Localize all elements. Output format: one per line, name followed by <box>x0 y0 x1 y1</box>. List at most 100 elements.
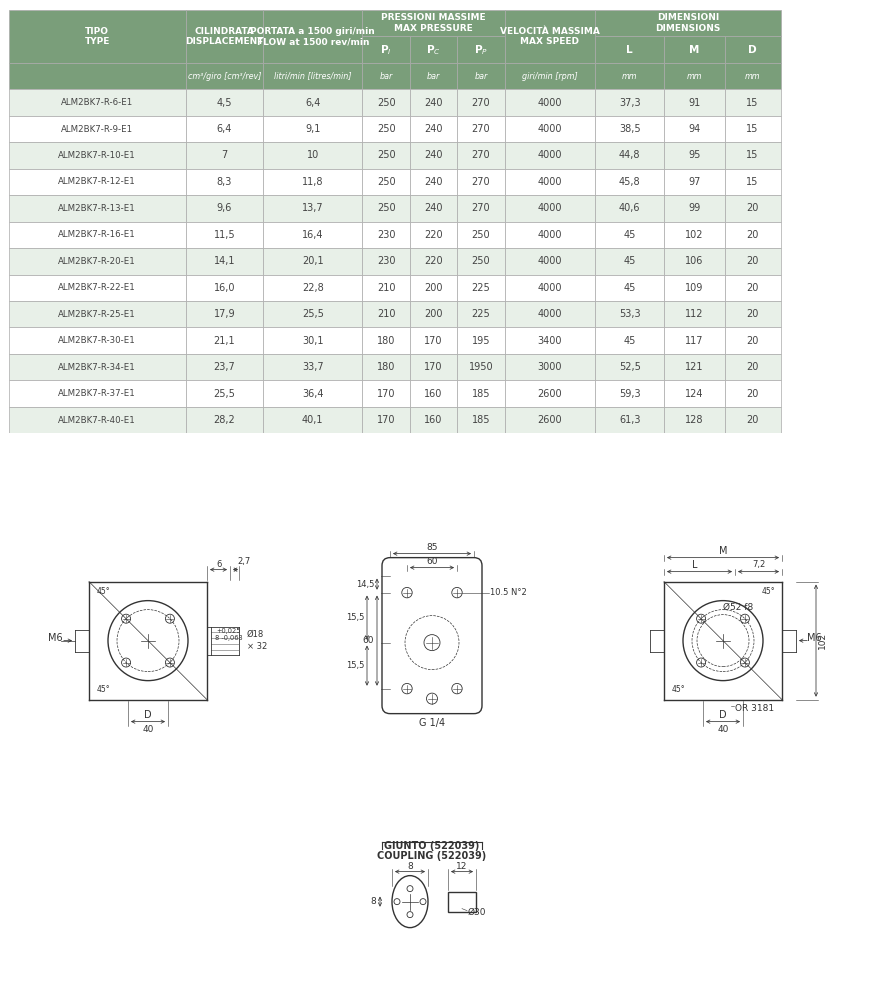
Bar <box>363 248 410 275</box>
Text: 270: 270 <box>472 177 490 187</box>
Bar <box>664 37 724 63</box>
Bar <box>458 90 505 116</box>
Text: bar: bar <box>427 72 440 81</box>
Text: 230: 230 <box>377 256 395 266</box>
Text: 45: 45 <box>624 283 636 293</box>
Text: 4000: 4000 <box>538 230 562 240</box>
Bar <box>9 116 186 142</box>
Bar <box>186 248 263 275</box>
Text: COUPLING (522039): COUPLING (522039) <box>378 851 487 861</box>
Text: 25,5: 25,5 <box>302 309 324 319</box>
Text: 124: 124 <box>686 388 704 398</box>
Text: ALM2BK7-R-34-E1: ALM2BK7-R-34-E1 <box>58 363 136 372</box>
Text: M: M <box>719 546 727 556</box>
Bar <box>186 354 263 380</box>
Text: 60: 60 <box>426 557 437 566</box>
Text: 230: 230 <box>377 230 395 240</box>
Bar <box>505 90 595 116</box>
Text: bar: bar <box>474 72 488 81</box>
Text: 109: 109 <box>686 283 704 293</box>
Text: 85: 85 <box>426 543 437 552</box>
Text: DIMENSIONI
DIMENSIONS: DIMENSIONI DIMENSIONS <box>656 14 721 33</box>
Bar <box>505 275 595 301</box>
Text: 270: 270 <box>472 98 490 108</box>
Bar <box>458 275 505 301</box>
Text: 160: 160 <box>424 415 443 425</box>
Text: 2600: 2600 <box>538 388 562 398</box>
Text: 52,5: 52,5 <box>619 363 641 373</box>
Bar <box>363 90 410 116</box>
Text: 240: 240 <box>424 203 443 213</box>
Text: 59,3: 59,3 <box>619 388 641 398</box>
Bar <box>263 116 363 142</box>
Text: 170: 170 <box>424 336 443 346</box>
Bar <box>664 222 724 248</box>
Text: 4000: 4000 <box>538 177 562 187</box>
Text: 106: 106 <box>686 256 704 266</box>
Text: 60: 60 <box>363 636 374 645</box>
Bar <box>410 142 458 168</box>
Text: VELOCITÀ MASSIMA
MAX SPEED: VELOCITÀ MASSIMA MAX SPEED <box>500 27 600 46</box>
Bar <box>595 142 664 168</box>
Text: L: L <box>692 560 697 570</box>
Text: 4000: 4000 <box>538 98 562 108</box>
Bar <box>410 222 458 248</box>
Text: 3400: 3400 <box>538 336 562 346</box>
Text: 4000: 4000 <box>538 124 562 134</box>
Bar <box>664 90 724 116</box>
Text: 20: 20 <box>746 283 759 293</box>
Text: × 32: × 32 <box>247 642 268 651</box>
Bar <box>363 142 410 168</box>
Bar <box>363 63 410 90</box>
Bar <box>263 248 363 275</box>
Bar <box>664 301 724 328</box>
Text: D: D <box>719 709 727 720</box>
Bar <box>186 63 263 90</box>
Bar <box>458 195 505 221</box>
Bar <box>186 301 263 328</box>
Text: 33,7: 33,7 <box>302 363 324 373</box>
Text: ALM2BK7-R-13-E1: ALM2BK7-R-13-E1 <box>58 204 136 213</box>
Text: 10: 10 <box>306 150 319 160</box>
Bar <box>9 275 186 301</box>
Bar <box>458 406 505 433</box>
Text: 117: 117 <box>686 336 704 346</box>
Bar <box>595 195 664 221</box>
Text: 61,3: 61,3 <box>619 415 641 425</box>
Text: bar: bar <box>379 72 392 81</box>
Bar <box>410 301 458 328</box>
Bar <box>595 90 664 116</box>
Text: litri/min [litres/min]: litri/min [litres/min] <box>274 72 351 81</box>
Text: 4000: 4000 <box>538 283 562 293</box>
Text: 95: 95 <box>688 150 700 160</box>
Text: 30,1: 30,1 <box>302 336 324 346</box>
Bar <box>363 406 410 433</box>
Bar <box>664 248 724 275</box>
Text: L: L <box>627 45 633 55</box>
Bar <box>9 63 186 90</box>
Bar <box>664 63 724 90</box>
Text: 20: 20 <box>746 203 759 213</box>
Text: 45°: 45° <box>96 587 110 597</box>
Bar <box>505 116 595 142</box>
Bar <box>186 195 263 221</box>
Text: 4000: 4000 <box>538 256 562 266</box>
Text: 45°: 45° <box>96 685 110 694</box>
Text: 7: 7 <box>221 150 228 160</box>
Bar <box>186 116 263 142</box>
Bar <box>724 406 781 433</box>
Text: 270: 270 <box>472 124 490 134</box>
Text: OR 3181: OR 3181 <box>735 704 774 713</box>
Text: 14,1: 14,1 <box>214 256 235 266</box>
Text: 102: 102 <box>818 632 826 649</box>
Bar <box>458 248 505 275</box>
Bar <box>724 142 781 168</box>
Text: 9,6: 9,6 <box>216 203 232 213</box>
Bar <box>664 142 724 168</box>
Bar <box>458 37 505 63</box>
Text: 45: 45 <box>624 256 636 266</box>
Text: 225: 225 <box>472 283 490 293</box>
Text: G 1/4: G 1/4 <box>419 718 445 728</box>
Bar <box>263 142 363 168</box>
Text: 2,7: 2,7 <box>238 557 251 566</box>
